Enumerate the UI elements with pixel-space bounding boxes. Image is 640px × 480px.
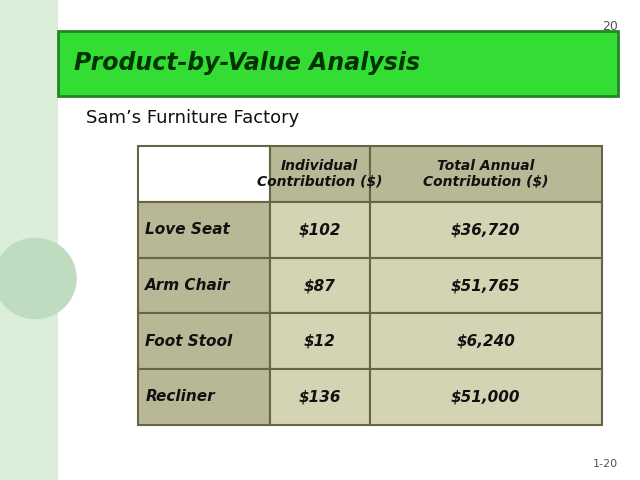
Text: Love Seat: Love Seat	[145, 222, 230, 238]
Text: 20: 20	[602, 20, 618, 33]
Text: Recliner: Recliner	[145, 389, 215, 405]
Text: Arm Chair: Arm Chair	[145, 278, 231, 293]
Text: Foot Stool: Foot Stool	[145, 334, 232, 349]
Text: 1-20: 1-20	[593, 459, 618, 469]
Text: Sam’s Furniture Factory: Sam’s Furniture Factory	[86, 108, 300, 127]
Text: Total Annual
Contribution ($): Total Annual Contribution ($)	[423, 159, 548, 189]
Text: $36,720: $36,720	[451, 222, 520, 238]
Text: $136: $136	[298, 389, 341, 405]
Text: $51,000: $51,000	[451, 389, 520, 405]
Text: $51,765: $51,765	[451, 278, 520, 293]
Text: $6,240: $6,240	[456, 334, 515, 349]
Text: $102: $102	[298, 222, 341, 238]
Text: $87: $87	[304, 278, 335, 293]
Text: Individual
Contribution ($): Individual Contribution ($)	[257, 159, 383, 189]
Text: $12: $12	[304, 334, 335, 349]
Text: Product-by-Value Analysis: Product-by-Value Analysis	[74, 51, 420, 75]
